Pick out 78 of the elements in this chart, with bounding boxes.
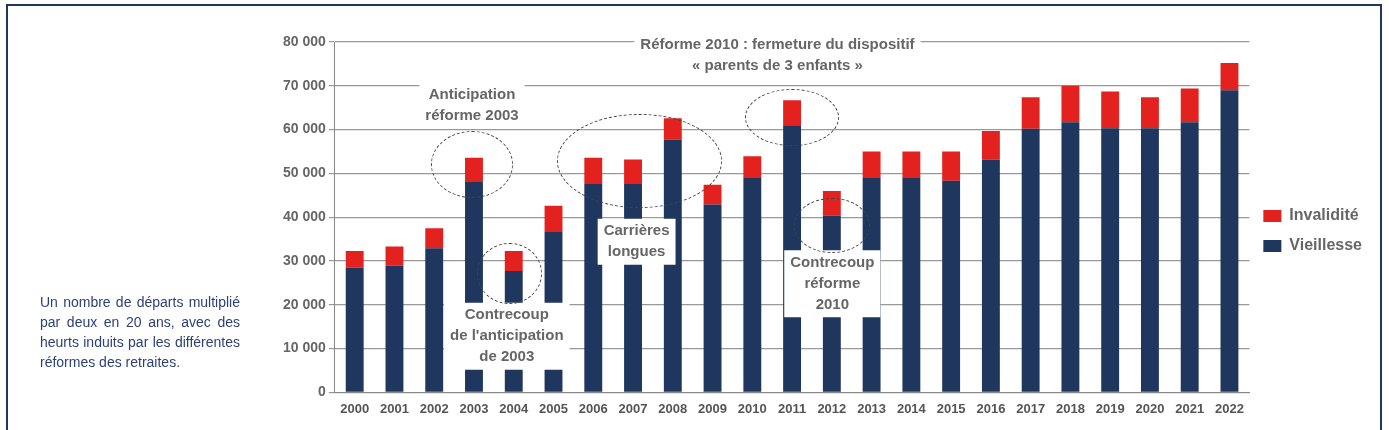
bar	[1101, 91, 1120, 129]
annotation: Carrières longues	[603, 221, 670, 260]
bar	[902, 151, 921, 178]
bar	[981, 159, 1000, 392]
x-tick-label: 2012	[817, 400, 847, 416]
annotation: Anticipation réforme 2003	[425, 84, 519, 123]
y-tick-label: 30 000	[282, 251, 327, 268]
bar	[1220, 90, 1239, 392]
bar	[1180, 88, 1199, 123]
bar	[345, 267, 364, 392]
bar	[981, 130, 1000, 160]
bar	[425, 248, 444, 392]
x-tick-label: 2007	[618, 400, 648, 416]
bar	[1140, 128, 1159, 392]
x-tick-label: 2021	[1175, 400, 1205, 416]
y-tick-label: 10 000	[282, 339, 327, 356]
bar	[544, 205, 563, 233]
bar	[1140, 97, 1159, 129]
y-tick-label: 80 000	[282, 32, 327, 49]
bar	[1180, 122, 1199, 392]
x-tick-label: 2013	[857, 400, 887, 416]
text: Un nombre de départs multiplié par deux en 20 ans, avec des heurts induits par les différentes réformes des retraites.	[40, 293, 240, 372]
x-tick-label: 2008	[658, 400, 688, 416]
bar	[1061, 122, 1080, 392]
bar	[743, 156, 762, 178]
bar	[504, 250, 523, 272]
bar	[743, 177, 762, 392]
annotation: Réforme 2010 : fermeture du dispositif « parents de 3 enfants »	[640, 34, 916, 73]
bar	[624, 159, 642, 184]
x-tick-label: 2000	[340, 400, 370, 416]
y-tick-label: 70 000	[282, 76, 327, 93]
x-tick-label: 2009	[698, 400, 728, 416]
bar	[902, 177, 921, 392]
x-tick-label: 2020	[1135, 400, 1165, 416]
x-tick-label: 2010	[737, 400, 767, 416]
x-tick-label: 2011	[777, 400, 807, 416]
x-tick-label: 2016	[976, 400, 1006, 416]
bar	[1101, 128, 1120, 392]
y-tick-label: 0	[318, 383, 327, 400]
y-tick-label: 20 000	[282, 295, 327, 312]
bar	[942, 151, 961, 181]
bar	[1021, 97, 1040, 129]
bar	[1061, 85, 1080, 123]
x-tick-label: 2014	[896, 400, 927, 416]
x-tick-label: 2019	[1095, 400, 1125, 416]
bar	[703, 204, 722, 392]
bar	[1021, 128, 1040, 392]
bar	[783, 100, 802, 126]
legend-label: Vieillesse	[1289, 236, 1363, 254]
y-tick-label: 60 000	[282, 120, 327, 137]
bar	[465, 157, 483, 182]
x-tick-label: 2006	[578, 400, 608, 416]
y-tick-label: 50 000	[282, 164, 327, 181]
annotation: Contrecoup réforme 2010	[790, 252, 875, 312]
bar	[584, 157, 603, 184]
bar	[425, 228, 444, 249]
x-tick-label: 2002	[419, 400, 449, 416]
x-tick-label: 2018	[1055, 400, 1085, 416]
bar	[862, 151, 881, 178]
bar	[663, 118, 682, 140]
x-tick-label: 2017	[1016, 400, 1046, 416]
y-tick-label: 40 000	[282, 208, 327, 225]
x-tick-label: 2003	[459, 400, 489, 416]
x-tick-label: 2022	[1215, 400, 1244, 416]
bar	[385, 265, 404, 392]
bar	[703, 184, 722, 205]
legend-label: Invalidité	[1289, 206, 1359, 224]
annotation: Contrecoup de l'anticipation de 2003	[449, 305, 564, 365]
bar	[1220, 63, 1239, 91]
x-tick-label: 2015	[936, 400, 966, 416]
bar	[385, 246, 404, 266]
bar	[345, 250, 364, 268]
bar	[584, 183, 603, 392]
x-tick-label: 2004	[499, 400, 529, 416]
bar	[942, 180, 961, 392]
bar	[822, 190, 841, 216]
x-tick-label: 2005	[539, 400, 568, 416]
x-tick-label: 2001	[380, 400, 409, 416]
